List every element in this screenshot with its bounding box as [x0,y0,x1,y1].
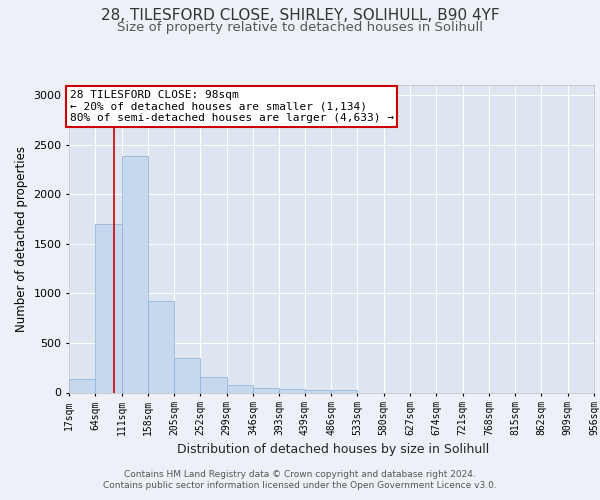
Bar [174,358,200,392]
Text: 28, TILESFORD CLOSE, SHIRLEY, SOLIHULL, B90 4YF: 28, TILESFORD CLOSE, SHIRLEY, SOLIHULL, … [101,8,499,22]
Bar [95,224,122,392]
Bar [227,384,253,392]
Text: Size of property relative to detached houses in Solihull: Size of property relative to detached ho… [117,21,483,34]
Bar [200,377,227,392]
Bar [253,388,279,392]
Bar [279,389,305,392]
Bar [122,156,148,392]
Bar [331,390,358,392]
Text: Contains public sector information licensed under the Open Government Licence v3: Contains public sector information licen… [103,481,497,490]
Text: Distribution of detached houses by size in Solihull: Distribution of detached houses by size … [177,442,489,456]
Bar [305,390,331,392]
Bar [148,301,174,392]
Text: 28 TILESFORD CLOSE: 98sqm
← 20% of detached houses are smaller (1,134)
80% of se: 28 TILESFORD CLOSE: 98sqm ← 20% of detac… [70,90,394,123]
Bar [69,378,95,392]
Text: Contains HM Land Registry data © Crown copyright and database right 2024.: Contains HM Land Registry data © Crown c… [124,470,476,479]
Y-axis label: Number of detached properties: Number of detached properties [14,146,28,332]
